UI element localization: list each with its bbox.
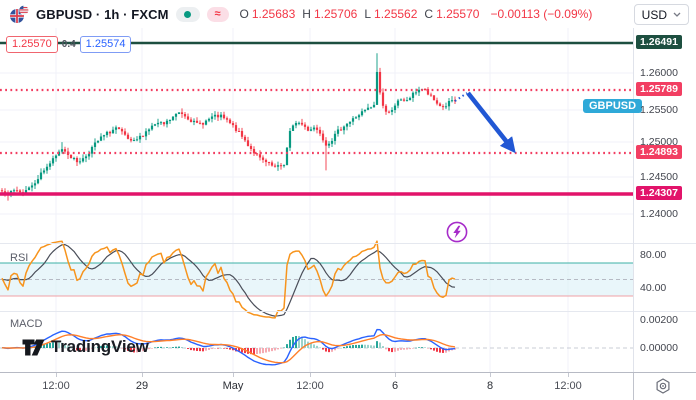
- macd-signal-line: [1, 333, 456, 364]
- time-tick-label: 29: [135, 380, 149, 392]
- time-tick-mark: [490, 373, 491, 377]
- ohlc-key: O: [239, 7, 249, 21]
- ohlc-value: 1.25570: [436, 7, 480, 21]
- time-axis-separator: [633, 373, 634, 400]
- pane-divider-macd[interactable]: [0, 311, 696, 312]
- currency-pair-flag-icon: [10, 5, 29, 23]
- time-tick-mark: [142, 373, 143, 377]
- price-tick-label: 1.26000: [640, 67, 678, 79]
- time-tick-label: 6: [391, 380, 399, 392]
- time-tick-label: 12:00: [296, 380, 324, 392]
- trend-arrow-drawing[interactable]: [454, 91, 516, 154]
- currency-dropdown[interactable]: USD: [633, 4, 689, 25]
- ohlc-value: 1.25706: [313, 7, 358, 21]
- delayed-data-icon: ≈: [206, 6, 229, 22]
- rsi-line: [1, 240, 456, 319]
- price-scale-border: [633, 28, 634, 372]
- time-tick-label: 12:00: [554, 380, 582, 392]
- symbol-title[interactable]: GBPUSD · 1h · FXCM: [36, 6, 169, 22]
- time-tick-mark: [56, 373, 57, 377]
- rsi-tick-label: 80.00: [640, 249, 667, 261]
- chart-settings-target-icon[interactable]: [654, 377, 672, 395]
- chart-canvas[interactable]: [0, 0, 696, 372]
- ohlc-value: 1.25683: [251, 7, 296, 21]
- pane-divider-rsi[interactable]: [0, 243, 696, 244]
- symbol-price-tag: GBPUSD: [583, 99, 643, 113]
- price-tick-label: 1.24500: [640, 171, 678, 183]
- macd-tick-label: 0.00200: [640, 314, 678, 326]
- rsi-pane-label[interactable]: RSI: [10, 252, 29, 264]
- price-level-label: 1.25789: [636, 82, 682, 96]
- ohlc-value: 1.25562: [374, 7, 418, 21]
- time-tick-label: 12:00: [42, 380, 70, 392]
- ohlc-key: H: [302, 7, 311, 21]
- price-level-label: 1.26491: [636, 35, 682, 49]
- chart-header: GBPUSD · 1h · FXCM ≈ O 1.25683 H 1.25706 L 1.…: [0, 0, 696, 28]
- time-tick-mark: [233, 373, 234, 377]
- price-level-lines[interactable]: [0, 41, 633, 196]
- ohlc-values: O 1.25683 H 1.25706 L 1.25562 C 1.25570: [240, 7, 484, 21]
- sell-button[interactable]: 1.25570: [6, 36, 58, 53]
- ohlc-key: L: [364, 7, 372, 21]
- change-value: −0.00113 (−0.09%): [490, 7, 593, 21]
- lightning-bolt-icon[interactable]: [445, 220, 469, 244]
- price-level-label: 1.24307: [636, 186, 682, 200]
- price-tick-label: 1.25500: [640, 104, 678, 116]
- buy-button[interactable]: 1.25574: [79, 36, 132, 53]
- tradingview-logo[interactable]: TradingView: [22, 337, 149, 357]
- rsi-tick-label: 40.00: [640, 282, 667, 294]
- tradingview-logo-icon: [22, 339, 45, 355]
- time-tick-mark: [395, 373, 396, 377]
- gridlines: [0, 28, 633, 372]
- green-dot-icon: [184, 10, 192, 18]
- rsi-smoothed-line: [1, 244, 456, 317]
- time-axis[interactable]: 12:00 29 May 12:00 6 8 12:00: [0, 372, 696, 400]
- macd-pane-label[interactable]: MACD: [10, 318, 43, 330]
- time-tick-mark: [568, 373, 569, 377]
- trade-panel: 1.25570 0.4 1.25574: [6, 36, 132, 53]
- spread-value: 0.4: [61, 39, 76, 50]
- candlestick-series: [0, 53, 457, 201]
- price-tick-label: 1.24000: [640, 208, 678, 220]
- tradingview-logo-text: TradingView: [51, 337, 149, 356]
- time-tick-label: 8: [486, 380, 494, 392]
- chevron-down-icon: [673, 12, 681, 17]
- macd-line: [1, 328, 456, 366]
- ohlc-key: C: [424, 7, 434, 21]
- time-tick-label: May: [222, 380, 244, 392]
- rsi-band: [0, 262, 633, 297]
- currency-label: USD: [641, 7, 667, 22]
- market-open-indicator: [175, 6, 200, 22]
- price-level-label: 1.24893: [636, 145, 682, 159]
- macd-tick-label: 0.00000: [640, 342, 678, 354]
- time-tick-mark: [310, 373, 311, 377]
